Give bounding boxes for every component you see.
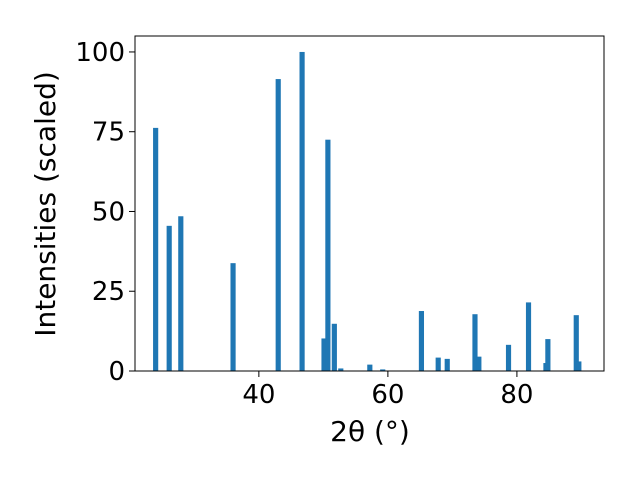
bar: [444, 358, 450, 371]
bar: [275, 79, 281, 372]
bar: [418, 311, 425, 371]
bar: [153, 127, 159, 371]
y-tick-label: 75: [92, 118, 125, 148]
y-tick-label: 100: [75, 38, 125, 68]
bar-series: [153, 51, 582, 372]
bar: [166, 225, 172, 371]
bar: [472, 314, 478, 371]
x-axis-label: 2θ (°): [330, 415, 410, 448]
y-axis: 0 25 50 75 100: [75, 38, 135, 387]
bar: [573, 315, 579, 371]
plot-frame: [134, 35, 605, 372]
bar: [338, 368, 344, 371]
bar: [545, 339, 551, 371]
x-tick-label: 80: [500, 380, 533, 410]
bar: [321, 338, 327, 371]
bar: [435, 357, 441, 371]
y-axis-label: Intensities (scaled): [29, 71, 62, 337]
x-axis: 40 60 80: [242, 371, 533, 410]
y-tick-label: 25: [92, 277, 125, 307]
bar: [178, 216, 184, 371]
bar: [299, 51, 305, 371]
bar: [380, 369, 386, 371]
bar: [476, 356, 482, 371]
bar: [505, 344, 512, 371]
x-tick-label: 40: [242, 380, 275, 410]
y-tick-label: 50: [92, 197, 125, 227]
x-tick-label: 60: [371, 380, 404, 410]
bar: [331, 323, 337, 371]
bar: [367, 364, 373, 371]
bar: [576, 361, 582, 371]
bar: [525, 302, 532, 371]
y-tick-label: 0: [108, 357, 125, 387]
bar: [230, 263, 236, 371]
bar: [325, 139, 331, 371]
